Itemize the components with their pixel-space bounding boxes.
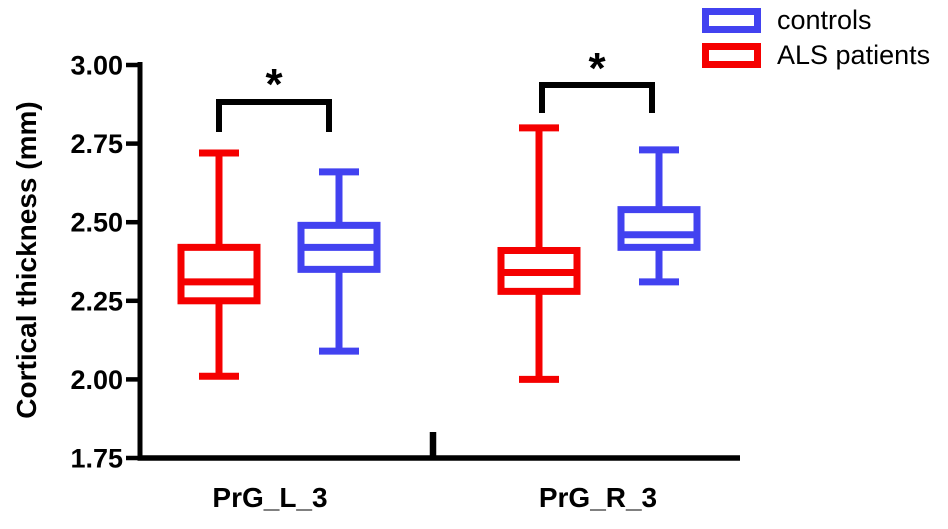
y-tick-label: 2.75 [70,129,123,159]
legend-swatch-als-patients-icon [702,43,761,68]
legend-item-controls: controls [702,5,930,35]
legend-label-controls: controls [777,5,872,35]
significance-star-prg_r_3: * [588,44,606,93]
y-axis-title: Cortical thickness (mm) [11,101,42,419]
significance-bracket-prg_l_3 [216,99,332,132]
legend: controls ALS patients [702,5,931,78]
x-category-label: PrG_L_3 [212,482,327,513]
box-controls-prg_r_3-iqr [617,206,701,251]
legend-item-als-patients: ALS patients [702,40,931,70]
y-tick-label: 2.00 [70,365,123,395]
y-tick-label: 2.25 [70,286,123,316]
legend-swatch-controls-icon [702,8,761,33]
y-tick-label: 1.75 [70,444,123,474]
x-category-label: PrG_R_3 [539,482,657,513]
significance-star-prg_l_3: * [265,60,283,109]
box-als-patients-prg_l_3-iqr [177,243,261,305]
y-tick-label: 2.50 [70,208,123,238]
y-tick-label: 3.00 [70,51,123,81]
significance-bracket-prg_r_3 [539,82,655,113]
legend-label-als-patients: ALS patients [777,40,931,70]
